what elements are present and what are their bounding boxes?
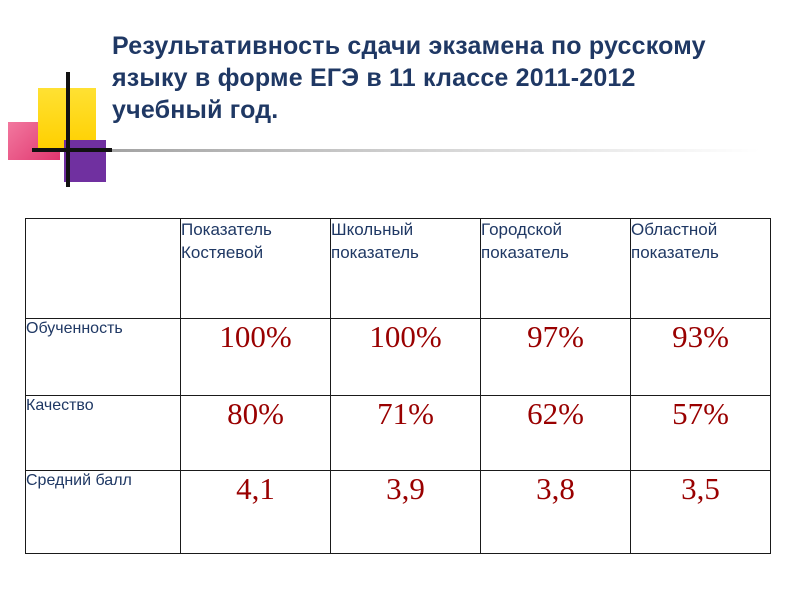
table-cell: 3,8 (480, 470, 631, 554)
slide-title: Результативность сдачи экзамена по русск… (112, 32, 706, 124)
table-row: Обученность 100% 100% 97% 93% (25, 318, 771, 396)
row-label: Качество (25, 395, 181, 471)
table-cell: 80% (180, 395, 331, 471)
header-cell-city: Городской показатель (480, 218, 631, 319)
table-cell: 3,9 (330, 470, 481, 554)
table-cell: 3,5 (630, 470, 771, 554)
row-label: Обученность (25, 318, 181, 396)
table-cell: 100% (330, 318, 481, 396)
table-cell: 57% (630, 395, 771, 471)
header-cell-school: Школьный показатель (330, 218, 481, 319)
table-header-row: Показатель Костяевой Школьный показатель… (25, 218, 771, 319)
table-cell: 71% (330, 395, 481, 471)
header-cell-region: Областной показатель (630, 218, 771, 319)
table-cell: 4,1 (180, 470, 331, 554)
table-cell: 100% (180, 318, 331, 396)
header-cell-kostyaeva: Показатель Костяевой (180, 218, 331, 319)
table-row: Средний балл 4,1 3,9 3,8 3,5 (25, 470, 771, 554)
decoration-horizontal-line (32, 148, 112, 152)
title-underline-rule (100, 149, 760, 152)
decoration-purple-square (64, 140, 106, 182)
table-cell: 93% (630, 318, 771, 396)
header-cell-empty (25, 218, 181, 319)
decoration-vertical-line (66, 72, 70, 187)
table-row: Качество 80% 71% 62% 57% (25, 395, 771, 471)
results-table: Показатель Костяевой Школьный показатель… (25, 218, 771, 554)
table-cell: 97% (480, 318, 631, 396)
table-cell: 62% (480, 395, 631, 471)
row-label: Средний балл (25, 470, 181, 554)
